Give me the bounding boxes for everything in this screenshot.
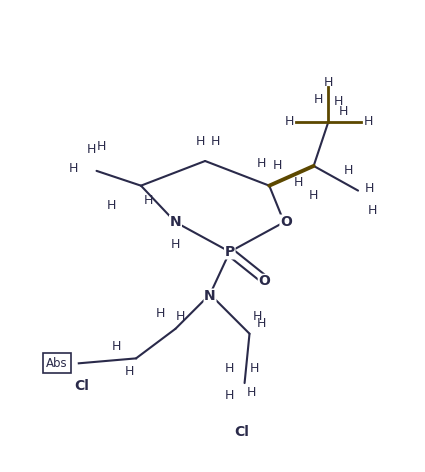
Text: H: H [257,317,266,330]
Text: H: H [363,115,373,128]
Text: O: O [258,274,270,288]
Text: H: H [272,160,282,172]
Text: H: H [309,189,318,202]
Text: H: H [324,76,333,89]
Text: H: H [314,93,323,106]
Text: H: H [250,362,259,375]
Text: H: H [176,311,185,323]
Text: H: H [294,176,303,189]
Text: H: H [196,135,205,148]
Text: H: H [210,135,220,148]
Text: H: H [225,362,235,375]
Text: H: H [125,365,134,378]
Text: H: H [97,140,106,152]
Text: H: H [284,115,294,128]
Text: H: H [365,182,374,195]
Text: Cl: Cl [74,379,89,393]
Text: H: H [339,105,348,118]
Text: N: N [170,215,181,229]
Text: H: H [343,164,353,177]
Text: H: H [171,238,180,252]
Text: Abs: Abs [46,357,68,370]
Text: Cl: Cl [234,425,249,439]
Text: H: H [69,162,79,176]
Text: H: H [247,387,256,399]
Text: H: H [156,307,165,320]
Text: H: H [107,199,116,212]
Text: O: O [280,215,292,229]
Text: H: H [334,95,343,108]
Text: H: H [257,158,266,170]
Text: H: H [112,340,121,353]
Text: P: P [225,245,235,259]
Text: H: H [87,143,96,156]
Text: H: H [253,311,262,323]
Text: H: H [225,389,235,403]
Text: N: N [204,289,216,303]
Text: H: H [144,194,153,207]
Text: H: H [368,204,377,217]
